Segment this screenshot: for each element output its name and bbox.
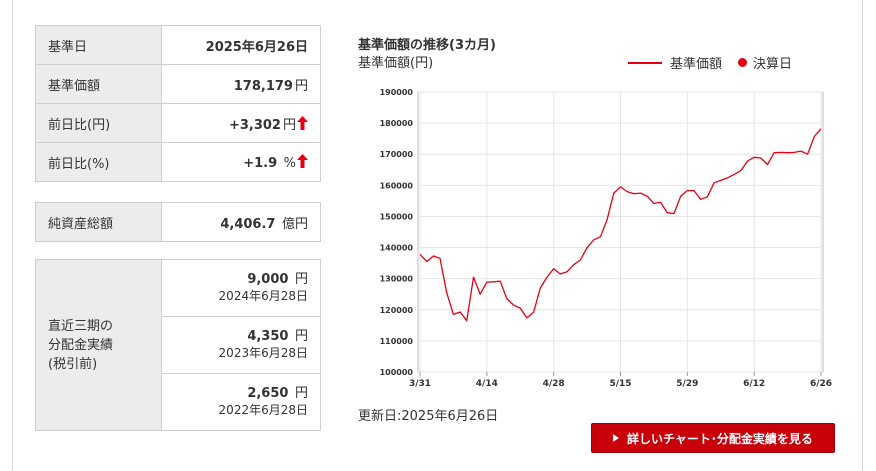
distribution-label: 直近三期の 分配金実績 (税引前)	[35, 259, 162, 431]
panel-frame	[12, 0, 863, 471]
change-pct-cell: +1.9 %	[161, 142, 321, 182]
distribution-row: 2,650 円 2022年6月28日	[36, 373, 321, 431]
y-tick-label: 100000	[380, 368, 414, 377]
x-tick-label: 6/26	[810, 379, 832, 389]
y-tick-label: 190000	[380, 88, 414, 97]
change-yen-value: +3,302	[228, 117, 281, 133]
y-tick-label: 120000	[380, 306, 414, 315]
chart-legend: 基準価額 決算日	[628, 53, 792, 72]
detail-chart-button[interactable]: 詳しいチャート･分配金実績を見る	[591, 423, 835, 453]
change-pct-row: 前日比(%) +1.9 %	[35, 142, 321, 182]
distribution-item: 9,000 円 2024年6月28日	[161, 259, 321, 317]
nav-value: 178,179	[233, 78, 293, 94]
distribution-date: 2022年6月28日	[218, 403, 308, 417]
net-assets-value: 4,406.7	[220, 216, 276, 232]
up-arrow-icon	[297, 115, 308, 130]
y-tick-label: 140000	[380, 244, 414, 253]
distribution-label-line: 直近三期の	[48, 318, 114, 334]
base-date-value: 2025年6月26日	[161, 25, 321, 65]
distribution-amount-line: 4,350 円	[162, 328, 308, 345]
y-tick-label: 170000	[380, 150, 414, 159]
net-assets-table: 純資産総額 4,406.7 億円	[35, 202, 321, 242]
y-tick-label: 110000	[380, 337, 414, 346]
legend-dot-label: 決算日	[753, 57, 793, 72]
updated-date: 更新日:2025年6月26日	[358, 409, 499, 424]
distribution-row: 4,350 円 2023年6月28日	[36, 316, 321, 374]
nav-series-line	[419, 128, 822, 322]
x-tick-label: 6/12	[743, 379, 765, 389]
change-pct-unit: %	[283, 155, 296, 171]
distribution-amount: 2,650	[247, 386, 289, 401]
distribution-amount: 4,350	[247, 329, 289, 344]
distribution-date: 2024年6月28日	[218, 289, 308, 303]
net-assets-label: 純資産総額	[35, 202, 162, 242]
x-tick-label: 3/31	[409, 379, 431, 389]
x-tick-label: 4/14	[476, 379, 498, 389]
change-yen-unit: 円	[282, 117, 296, 133]
change-yen-label: 前日比(円)	[35, 103, 162, 143]
nav-summary-table: 基準日 2025年6月26日 基準価額 178,179 円 前日比(円) +3,3…	[35, 25, 321, 182]
distribution-row: 直近三期の 分配金実績 (税引前) 9,000 円 2024年6月28日	[35, 259, 321, 431]
distribution-item: 2,650 円 2022年6月28日	[161, 373, 321, 431]
base-date-row: 基準日 2025年6月26日	[35, 25, 321, 65]
change-yen-row: 前日比(円) +3,302 円	[35, 103, 321, 143]
y-tick-label: 130000	[380, 275, 414, 284]
y-tick-label: 180000	[380, 119, 414, 128]
change-pct-label: 前日比(%)	[35, 142, 162, 182]
nav-cell: 178,179 円	[161, 64, 321, 104]
x-tick-label: 5/29	[676, 379, 698, 389]
legend-dot-swatch	[738, 58, 748, 67]
net-assets-cell: 4,406.7 億円	[161, 202, 321, 242]
distribution-unit: 円	[294, 329, 308, 344]
up-arrow-icon	[297, 153, 308, 168]
legend-line-swatch	[628, 61, 662, 64]
distribution-unit: 円	[294, 386, 308, 401]
x-tick-label: 5/15	[609, 379, 631, 389]
nav-label: 基準価額	[35, 64, 162, 104]
y-tick-label: 150000	[380, 212, 414, 221]
y-tick-label: 160000	[380, 181, 414, 190]
distribution-label-line: 分配金実績	[48, 337, 114, 353]
detail-chart-button-label: 詳しいチャート･分配金実績を見る	[627, 431, 813, 446]
chart-title: 基準価額の推移(3カ月)	[358, 38, 496, 53]
distribution-amount-line: 9,000 円	[162, 271, 308, 288]
nav-line-chart: 100000 110000 120000 130000 140000 150000 1600…	[380, 88, 832, 389]
distribution-label-line: (税引前)	[48, 356, 98, 372]
change-pct-value: +1.9	[243, 155, 278, 171]
nav-unit: 円	[294, 78, 308, 94]
distribution-table: 直近三期の 分配金実績 (税引前) 9,000 円 2024年6月28日 4,3…	[35, 259, 321, 431]
net-assets-unit: 億円	[281, 216, 308, 232]
net-assets-row: 純資産総額 4,406.7 億円	[35, 202, 321, 242]
legend-line-label: 基準価額	[670, 57, 723, 72]
distribution-amount: 9,000	[247, 272, 289, 287]
nav-row: 基準価額 178,179 円	[35, 64, 321, 104]
distribution-unit: 円	[294, 272, 308, 287]
base-date-label: 基準日	[35, 25, 162, 65]
x-tick-label: 4/28	[543, 379, 565, 389]
distribution-date: 2023年6月28日	[218, 346, 308, 360]
distribution-item: 4,350 円 2023年6月28日	[161, 316, 321, 374]
play-triangle-icon	[613, 434, 620, 442]
change-yen-cell: +3,302 円	[161, 103, 321, 143]
chart-subtitle: 基準価額(円)	[358, 56, 434, 71]
distribution-amount-line: 2,650 円	[162, 385, 308, 402]
